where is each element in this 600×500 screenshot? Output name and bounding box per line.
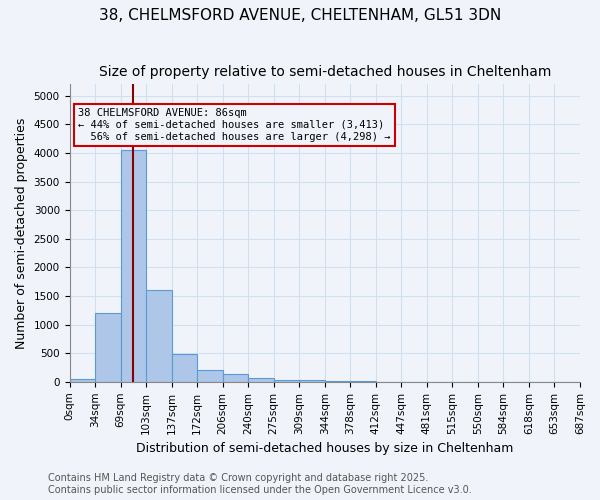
Title: Size of property relative to semi-detached houses in Cheltenham: Size of property relative to semi-detach…: [98, 65, 551, 79]
Text: 38, CHELMSFORD AVENUE, CHELTENHAM, GL51 3DN: 38, CHELMSFORD AVENUE, CHELTENHAM, GL51 …: [99, 8, 501, 22]
Text: Contains HM Land Registry data © Crown copyright and database right 2025.
Contai: Contains HM Land Registry data © Crown c…: [48, 474, 472, 495]
X-axis label: Distribution of semi-detached houses by size in Cheltenham: Distribution of semi-detached houses by …: [136, 442, 514, 455]
Text: 38 CHELMSFORD AVENUE: 86sqm
← 44% of semi-detached houses are smaller (3,413)
  : 38 CHELMSFORD AVENUE: 86sqm ← 44% of sem…: [79, 108, 391, 142]
Bar: [146, 290, 172, 382]
Bar: [121, 150, 146, 382]
Bar: [350, 381, 376, 382]
Bar: [223, 374, 248, 382]
Bar: [248, 378, 274, 382]
Bar: [299, 380, 325, 382]
Y-axis label: Number of semi-detached properties: Number of semi-detached properties: [15, 118, 28, 349]
Bar: [70, 379, 95, 382]
Bar: [325, 381, 350, 382]
Bar: [172, 354, 197, 382]
Bar: [197, 370, 223, 382]
Bar: [274, 380, 299, 382]
Bar: [95, 313, 121, 382]
